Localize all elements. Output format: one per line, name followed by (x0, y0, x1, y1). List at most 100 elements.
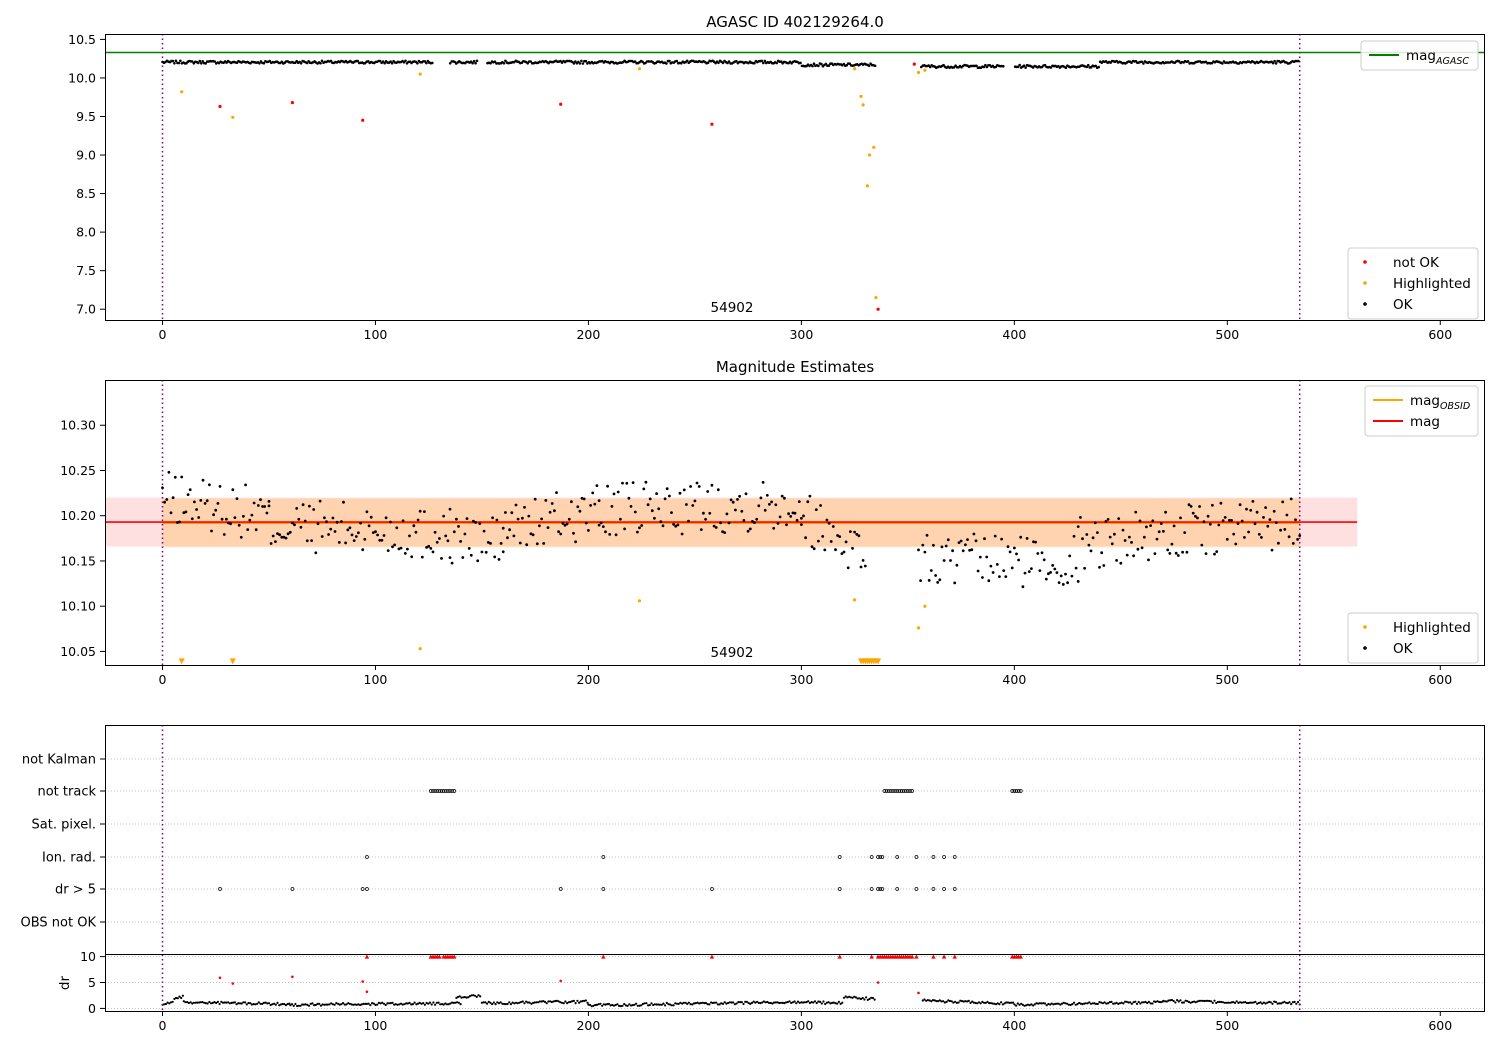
dr-ok-point (457, 1001, 460, 1004)
dr-ok-point (812, 1001, 815, 1004)
ok-point (636, 530, 639, 534)
dr-ok-point (311, 1002, 314, 1005)
flag-point (880, 887, 885, 891)
dr-ok-point (440, 1003, 443, 1006)
ok-point (527, 514, 531, 518)
dr-ok-point (619, 1005, 622, 1008)
dr-ok-point (486, 1002, 489, 1005)
flag-row-label: not Kalman (22, 753, 96, 768)
ok-point (425, 61, 428, 65)
dr-ok-point (1052, 1003, 1055, 1006)
ok-point (495, 518, 499, 522)
ok-point (452, 530, 456, 534)
dr-ok-point (791, 1001, 795, 1004)
ok-point (974, 539, 978, 543)
dr-ok-point (562, 1002, 565, 1005)
ok-point (278, 533, 281, 537)
ok-point (198, 59, 202, 63)
dr-ok-point (1259, 1001, 1262, 1004)
flag-point (446, 789, 450, 793)
ok-point (262, 61, 266, 65)
ok-point (981, 576, 984, 579)
dr-ok-point (365, 1002, 368, 1006)
dr-tick-label: 5 (88, 975, 96, 990)
dr-ok-point (425, 1001, 428, 1005)
ok-point (770, 500, 773, 504)
dr-ok-point (393, 1003, 396, 1006)
dr-ok-point (590, 1005, 593, 1008)
ok-point (383, 61, 386, 65)
flag-point (899, 789, 904, 793)
ok-point (823, 548, 827, 552)
ok-point (533, 497, 537, 501)
ok-point (378, 538, 382, 542)
dr-ok-point (535, 1001, 538, 1004)
dr-ok-point (468, 995, 472, 998)
dr-ok-point (465, 996, 468, 999)
dr-ok-point (1264, 1002, 1267, 1005)
flag-point (1010, 789, 1015, 793)
ok-point (1151, 519, 1155, 523)
dr-ok-point (645, 1002, 648, 1005)
flag-point (880, 855, 885, 859)
dr-ok-point (853, 995, 856, 998)
not-ok-point (710, 122, 714, 126)
dr-ok-point (606, 1003, 609, 1006)
ok-point (608, 533, 612, 536)
dr-ok-point (858, 997, 861, 1000)
ok-point (708, 511, 712, 515)
dr-ok-point (1003, 1002, 1006, 1005)
ok-point (793, 511, 797, 515)
dr-ok-point (819, 1000, 822, 1004)
ok-point (670, 511, 673, 514)
dr-ok-point (675, 1002, 679, 1005)
dr-ok-point (304, 1003, 307, 1006)
ok-point (550, 502, 554, 505)
ok-point (214, 508, 218, 512)
dr-ok-point (747, 1001, 750, 1005)
dr-ok-point (203, 1001, 206, 1004)
ok-point (772, 526, 776, 530)
ok-point (486, 541, 490, 544)
y-tick-label: 10.10 (60, 599, 96, 614)
dr-ok-point (307, 1004, 311, 1007)
ok-point (723, 531, 727, 534)
dr-ok-point (372, 1002, 375, 1005)
dr-ok-point (1064, 1002, 1067, 1005)
ok-point (561, 522, 565, 525)
ok-point (959, 539, 963, 543)
dr-ok-point (1103, 1001, 1106, 1004)
dr-ok-point (691, 1003, 694, 1006)
dr-ok-point (460, 996, 463, 999)
dr-ok-point (204, 1002, 207, 1005)
dr-ok-point (1295, 1002, 1298, 1005)
ok-point (827, 521, 831, 525)
ok-point (612, 492, 616, 496)
dr-ok-point (367, 1002, 370, 1005)
dr-ok-point (342, 1002, 345, 1005)
ok-point (761, 481, 765, 484)
not-ok-point (912, 62, 916, 66)
ok-point (1176, 554, 1180, 557)
ok-point (859, 565, 863, 569)
ok-point (804, 536, 807, 540)
ok-point (827, 64, 831, 67)
dr-ok-point (931, 999, 935, 1002)
legend-marker (1363, 646, 1367, 650)
dr-ok-point (831, 1001, 834, 1005)
dr-ok-point (1042, 1002, 1045, 1005)
ok-point (1087, 543, 1091, 547)
dr-ok-point (597, 1003, 600, 1006)
dr-ok-point (1008, 1001, 1011, 1005)
ok-point (601, 525, 605, 528)
x-tick-label: 600 (1428, 327, 1452, 342)
ok-point (291, 521, 294, 525)
ok-point (699, 528, 703, 531)
ok-point (478, 522, 482, 525)
ok-point (1038, 569, 1042, 572)
dr-ok-point (805, 1001, 808, 1004)
ok-point (917, 548, 920, 552)
dr-ok-point (790, 1001, 793, 1005)
dr-ok-point (865, 996, 868, 999)
